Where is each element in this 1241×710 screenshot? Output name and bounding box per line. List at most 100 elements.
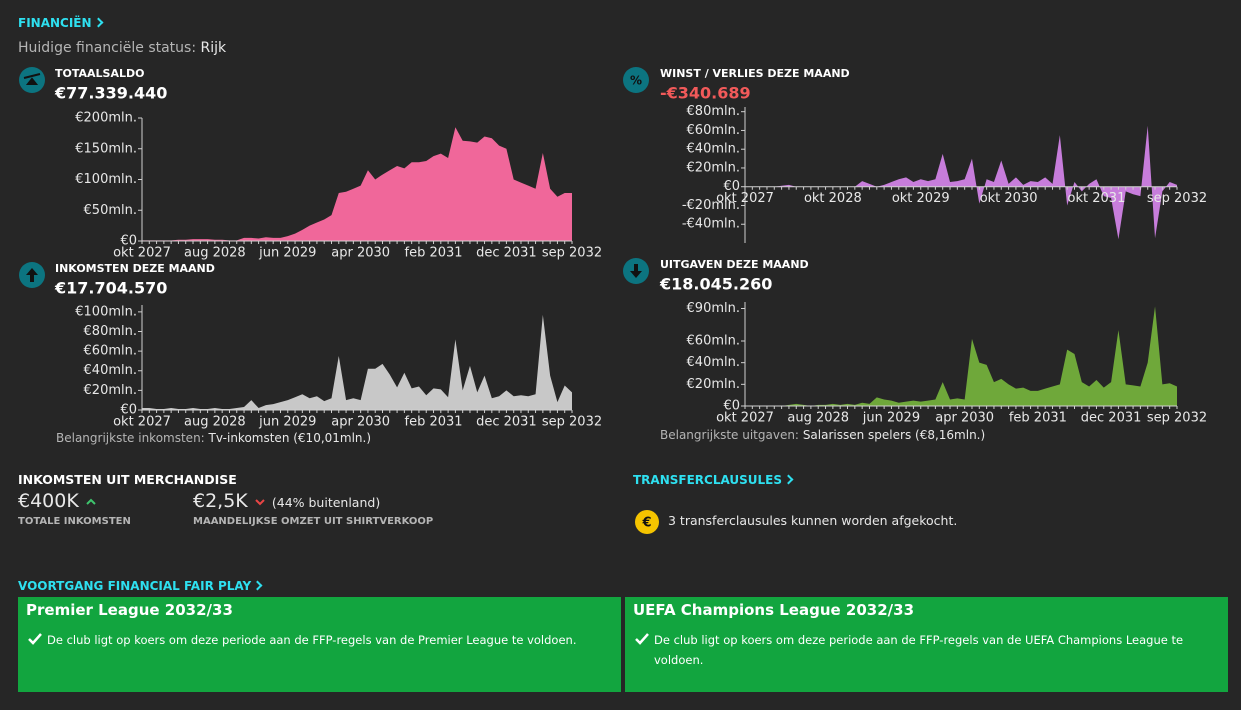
y-tick-label: €20mln. <box>84 383 137 398</box>
title-text: TRANSFERCLAUSULES <box>633 473 783 487</box>
y-tick-label: €0 <box>120 234 137 249</box>
x-tick-label: dec 2031 <box>476 415 537 430</box>
merch-title: INKOMSTEN UIT MERCHANDISE <box>18 472 237 487</box>
icon: % <box>623 67 649 93</box>
status-label: Huidige financiële status: <box>18 40 197 56</box>
chart-title: TOTAALSALDO <box>55 67 144 80</box>
y-tick-label: €40mln. <box>687 355 740 370</box>
x-tick-label: sep 2032 <box>542 246 602 261</box>
area <box>745 125 1177 240</box>
merch-total-label: TOTALE INKOMSTEN <box>18 516 131 527</box>
down-caret <box>255 499 265 506</box>
merch-monthly-label: MAANDELIJKSE OMZET UIT SHIRTVERKOOP <box>193 516 434 527</box>
value: €400K <box>18 490 79 512</box>
x-tick-label: jun 2029 <box>258 415 316 430</box>
x-tick-label: jun 2029 <box>258 246 316 261</box>
x-tick-label: okt 2029 <box>892 191 950 206</box>
x-tick-label: apr 2030 <box>331 246 390 261</box>
y-tick-label: -€40mln. <box>682 217 740 232</box>
icon <box>19 262 45 288</box>
y-tick-label: €200mln. <box>75 111 137 126</box>
y-tick-label: €50mln. <box>84 203 137 218</box>
y-tick-label: €100mln. <box>75 304 137 319</box>
x-tick-label: apr 2030 <box>331 415 390 430</box>
y-tick-label: €150mln. <box>75 141 137 156</box>
status: Huidige financiële status: Rijk <box>18 40 226 56</box>
up-caret <box>86 498 96 505</box>
icon <box>623 258 649 284</box>
chart-title: INKOMSTEN DEZE MAAND <box>55 262 215 275</box>
status-value: Rijk <box>200 40 227 56</box>
chart-value: €17.704.570 <box>54 279 167 298</box>
x-tick-label: apr 2030 <box>935 411 994 426</box>
x-tick-label: okt 2027 <box>113 415 171 430</box>
chart-value: €18.045.260 <box>659 275 772 294</box>
extra: (44% buitenland) <box>271 495 381 510</box>
title-text: FINANCIËN <box>18 16 92 30</box>
y-tick-label: €80mln. <box>84 324 137 339</box>
y-tick-label: €80mln. <box>687 104 740 119</box>
x-tick-label: aug 2028 <box>184 246 246 261</box>
y-tick-label: €60mln. <box>687 123 740 138</box>
charts: % TOTAALSALDO €77.339.440 €0 €50mln. €100mln… <box>19 67 1207 430</box>
y-tick-label: €90mln. <box>687 301 740 316</box>
svg-text:€: € <box>641 516 651 531</box>
note-label: Belangrijkste inkomsten: <box>56 431 205 445</box>
y-tick-label: €100mln. <box>75 172 137 187</box>
ffp-box: UEFA Champions League 2032/33 De club li… <box>625 597 1228 692</box>
y-tick-label: €20mln. <box>687 160 740 175</box>
y-tick-label: €0 <box>723 399 740 414</box>
icon <box>19 67 45 93</box>
note-value: Tv-inkomsten (€10,01mln.) <box>208 431 372 445</box>
chart-title: UITGAVEN DEZE MAAND <box>660 258 809 271</box>
x-tick-label: sep 2032 <box>1147 411 1207 426</box>
x-tick-label: sep 2032 <box>1147 191 1207 206</box>
x-tick-label: feb 2031 <box>405 415 463 430</box>
note-label: Belangrijkste uitgaven: <box>660 428 799 442</box>
x-tick-label: sep 2032 <box>542 415 602 430</box>
chart-title: WINST / VERLIES DEZE MAAND <box>660 67 850 80</box>
merch-monthly: €2,5K (44% buitenland) <box>193 490 380 512</box>
x-tick-label: okt 2027 <box>716 411 774 426</box>
ffp-box: Premier League 2032/33 De club ligt op k… <box>18 597 621 692</box>
chevron <box>93 17 103 28</box>
note: Belangrijkste inkomsten: Tv-inkomsten (€… <box>56 431 371 445</box>
box-title: Premier League 2032/33 <box>26 601 233 619</box>
x-tick-label: feb 2031 <box>405 246 463 261</box>
transfer-text: 3 transferclausules kunnen worden afgeko… <box>668 513 958 528</box>
chevron <box>252 580 263 591</box>
box-text: De club ligt op koers om deze periode aa… <box>654 633 1184 667</box>
chart-value: €77.339.440 <box>54 84 167 103</box>
y-tick-label: €40mln. <box>687 142 740 157</box>
y-tick-label: €40mln. <box>84 363 137 378</box>
x-tick-label: dec 2031 <box>476 246 537 261</box>
area <box>142 314 572 410</box>
x-tick-label: okt 2027 <box>716 191 774 206</box>
x-tick-label: okt 2031 <box>1068 191 1126 206</box>
section-title[interactable]: FINANCIËN <box>18 16 103 30</box>
y-tick-label: €60mln. <box>687 334 740 349</box>
y-tick-label: €0 <box>120 403 137 418</box>
note-value: Salarissen spelers (€8,16mln.) <box>802 428 986 442</box>
value: €2,5K <box>193 490 248 512</box>
area <box>142 127 572 241</box>
coin-icon: € <box>635 510 659 534</box>
x-tick-label: okt 2027 <box>113 246 171 261</box>
x-tick-label: aug 2028 <box>787 411 849 426</box>
chart-value: -€340.689 <box>660 84 751 103</box>
svg-text:%: % <box>630 74 642 88</box>
x-tick-label: okt 2030 <box>980 191 1038 206</box>
section-title[interactable]: TRANSFERCLAUSULES <box>633 473 794 487</box>
merch-total: €400K <box>18 490 97 512</box>
box-text: De club ligt op koers om deze periode aa… <box>47 633 577 647</box>
y-tick-label: €60mln. <box>84 344 137 359</box>
section-title[interactable]: VOORTGANG FINANCIAL FAIR PLAY <box>18 579 263 593</box>
note: Belangrijkste uitgaven: Salarissen spele… <box>660 428 985 442</box>
y-tick-label: -€20mln. <box>682 198 740 213</box>
x-tick-label: feb 2031 <box>1009 411 1067 426</box>
x-tick-label: okt 2028 <box>804 191 862 206</box>
x-tick-label: jun 2029 <box>862 411 920 426</box>
title-text: VOORTGANG FINANCIAL FAIR PLAY <box>18 579 252 593</box>
